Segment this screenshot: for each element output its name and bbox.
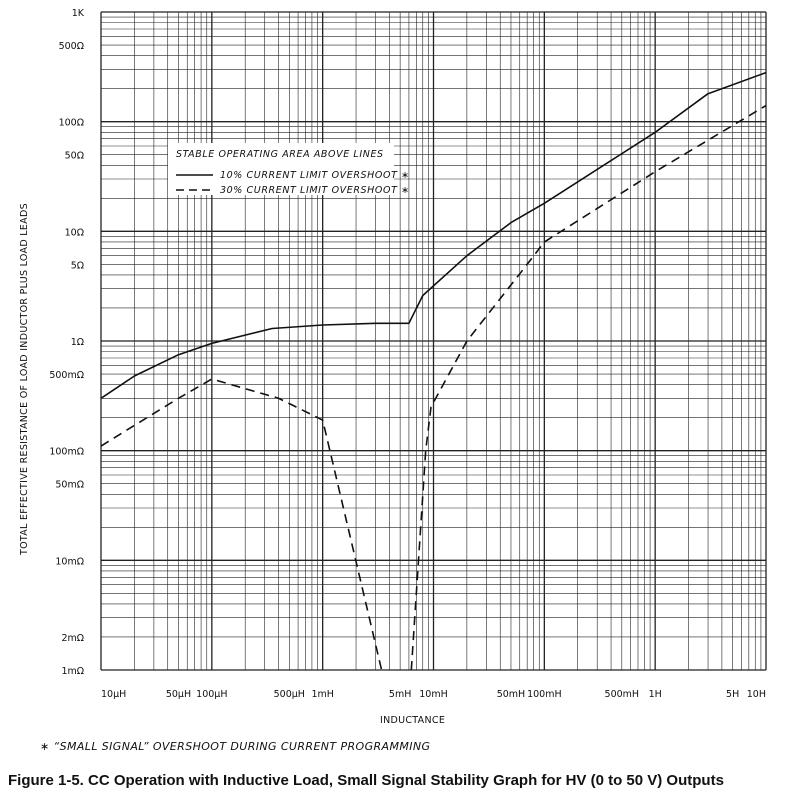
y-tick-label: 10mΩ: [55, 556, 84, 567]
y-tick-label: 5Ω: [71, 260, 84, 271]
series-line-30pct-seg2: [410, 104, 767, 671]
legend-entry-10pct: 10% CURRENT LIMIT OVERSHOOT ∗: [220, 170, 410, 181]
footnote: ∗ “SMALL SIGNAL” OVERSHOOT DURING CURREN…: [40, 740, 431, 753]
figure-caption: Figure 1-5. CC Operation with Inductive …: [8, 772, 724, 789]
x-axis-label: INDUCTANCE: [380, 715, 445, 726]
log-grid: [100, 11, 767, 671]
y-tick-label: 1mΩ: [61, 666, 84, 677]
stability-chart: 10μH 50μH 100μH 500μH 1mH 5mH 10mH 50mH 100mH 500…: [19, 8, 767, 726]
legend: STABLE OPERATING AREA ABOVE LINES 10% CU…: [168, 143, 410, 196]
legend-entry-30pct: 30% CURRENT LIMIT OVERSHOOT ∗: [220, 185, 410, 196]
y-tick-label: 2mΩ: [61, 633, 84, 644]
y-tick-label: 50mΩ: [55, 480, 84, 491]
y-tick-label: 100mΩ: [49, 447, 84, 458]
y-tick-label: 1K: [72, 8, 85, 19]
x-tick-label: 10H: [747, 689, 766, 700]
y-tick-label: 1Ω: [71, 337, 84, 348]
series-line-30pct-seg1: [100, 378, 383, 671]
x-tick-label: 5mH: [389, 689, 411, 700]
series-layer: [100, 71, 767, 671]
x-tick-label: 1H: [649, 689, 662, 700]
y-axis-label: TOTAL EFFECTIVE RESISTANCE OF LOAD INDUC…: [19, 203, 30, 556]
x-tick-label: 5H: [726, 689, 739, 700]
x-tick-label: 100mH: [527, 689, 562, 700]
x-tick-label: 500mH: [605, 689, 640, 700]
legend-background: [168, 143, 394, 195]
y-tick-label: 50Ω: [65, 151, 84, 162]
y-tick-label: 500Ω: [59, 41, 84, 52]
series-line-10pct: [100, 71, 767, 399]
x-tick-label: 10mH: [419, 689, 448, 700]
y-tick-label: 500mΩ: [49, 370, 84, 381]
y-tick-label: 100Ω: [59, 118, 84, 129]
x-tick-label: 10μH: [101, 689, 126, 700]
x-tick-label: 50mH: [497, 689, 526, 700]
y-tick-label: 10Ω: [65, 227, 84, 238]
tick-labels: 10μH 50μH 100μH 500μH 1mH 5mH 10mH 50mH 100mH 500…: [49, 8, 766, 700]
x-tick-label: 500μH: [274, 689, 305, 700]
x-tick-label: 100μH: [196, 689, 227, 700]
x-tick-label: 50μH: [166, 689, 191, 700]
x-tick-label: 1mH: [311, 689, 333, 700]
legend-title: STABLE OPERATING AREA ABOVE LINES: [176, 149, 384, 160]
